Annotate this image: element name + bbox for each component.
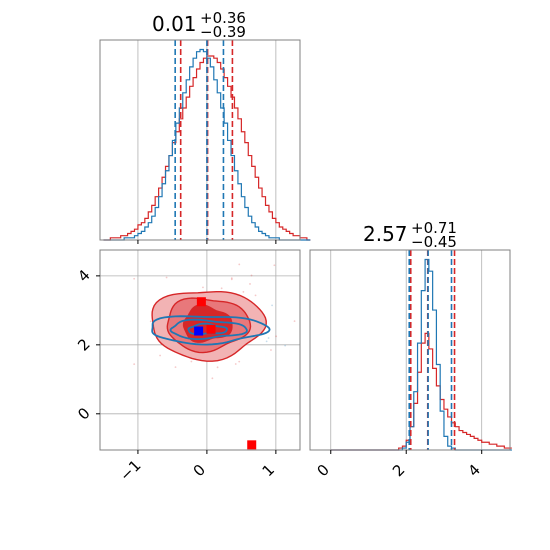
param1-hist-series-1 <box>103 48 311 241</box>
scatter-point-series_a <box>254 294 257 297</box>
scatter-point-series_a <box>149 320 152 323</box>
scatter-point-series_a <box>230 277 233 280</box>
joint-ytick-label-1: 2 <box>74 335 93 354</box>
scatter-point-series_a <box>270 349 272 351</box>
joint-xtick-label-0: −1 <box>116 456 144 484</box>
title-param2-minus: −0.45 <box>411 233 457 251</box>
panel-param2-histogram <box>309 249 512 451</box>
scatter-point-series_b <box>271 304 273 307</box>
title-param1-minus: −0.39 <box>200 23 246 41</box>
marker-1 <box>206 324 216 334</box>
joint-xtick-label-2: 1 <box>259 461 278 480</box>
scatter-point-series_a <box>275 335 278 338</box>
panel-joint-contour <box>99 249 301 451</box>
title-param2-median: 2.57 <box>363 222 408 246</box>
scatter-point-series_a <box>273 264 276 267</box>
marker-2 <box>247 440 257 450</box>
scatter-point-series_a <box>190 360 193 363</box>
scatter-point-series_a <box>250 274 253 277</box>
scatter-point-series_a <box>230 278 233 281</box>
scatter-point-series_a <box>238 263 241 266</box>
joint-ytick-label-2: 4 <box>74 266 93 285</box>
scatter-point-series_a <box>174 366 177 369</box>
scatter-point-series_b <box>265 340 268 343</box>
scatter-point-series_a <box>293 320 296 322</box>
scatter-point-series_a <box>202 286 204 289</box>
scatter-point-series_a <box>133 363 136 366</box>
scatter-point-series_a <box>211 377 214 380</box>
marker-3 <box>194 326 204 336</box>
scatter-point-series_a <box>242 291 245 293</box>
param2-hist-xtick-label-0: 0 <box>313 461 332 480</box>
scatter-point-series_a <box>159 354 161 357</box>
title-param1-plus: +0.36 <box>200 9 246 27</box>
panel-param1-histogram <box>99 39 311 241</box>
title-param1: 0.01 <box>152 12 197 36</box>
title-param1-median: 0.01 <box>152 12 197 36</box>
contour-series-b-level-1 <box>169 318 248 340</box>
contour-series-b-level-0 <box>151 315 271 346</box>
scatter-point-series_b <box>267 337 270 339</box>
scatter-point-series_a <box>234 363 237 365</box>
scatter-point-series_a <box>249 283 251 285</box>
marker-0 <box>196 297 206 307</box>
joint-xtick-label-1: 0 <box>190 461 209 480</box>
scatter-point-series_a <box>133 277 136 280</box>
param2-hist-xtick-label-1: 2 <box>389 461 408 480</box>
joint-ytick-label-0: 0 <box>74 404 93 423</box>
scatter-point-series_b <box>284 344 287 347</box>
scatter-point-series_a <box>238 360 241 363</box>
title-param2-plus: +0.71 <box>411 219 457 237</box>
title-param2: 2.57 <box>363 222 408 246</box>
scatter-point-series_a <box>216 366 219 369</box>
scatter-point-series_a <box>220 287 223 290</box>
param2-hist-xtick-label-2: 4 <box>464 461 483 480</box>
scatter-point-series_a <box>165 276 168 279</box>
